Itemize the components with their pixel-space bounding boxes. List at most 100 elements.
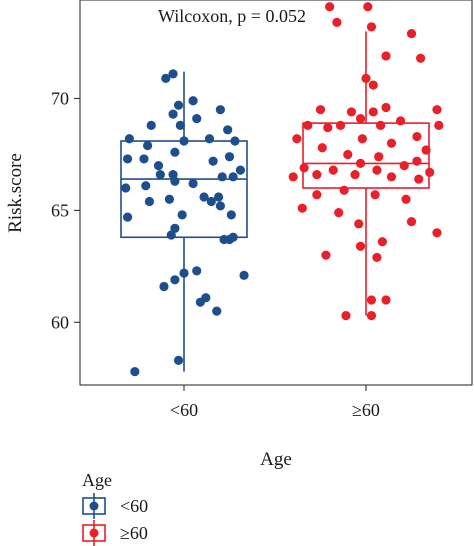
data-point xyxy=(432,105,442,115)
data-point xyxy=(386,172,397,182)
data-point xyxy=(213,192,224,202)
data-point xyxy=(354,219,364,229)
data-point xyxy=(164,194,175,204)
data-point xyxy=(226,210,236,220)
data-point xyxy=(292,134,302,144)
data-point xyxy=(146,120,156,130)
data-point xyxy=(212,306,222,316)
data-point xyxy=(381,102,391,113)
data-point xyxy=(368,80,378,90)
data-point xyxy=(432,228,442,238)
data-point xyxy=(170,223,180,233)
data-point xyxy=(416,53,426,63)
data-point xyxy=(312,169,322,180)
y-tick-label: 70 xyxy=(51,88,69,108)
data-point xyxy=(399,161,409,171)
data-point xyxy=(121,183,131,193)
data-point xyxy=(175,120,185,130)
data-point xyxy=(339,185,349,195)
data-point xyxy=(217,172,227,182)
x-tick-label: <60 xyxy=(170,400,198,420)
data-point xyxy=(375,120,386,130)
data-point xyxy=(141,181,151,191)
data-point xyxy=(395,116,406,126)
data-point xyxy=(299,163,309,173)
data-point xyxy=(170,176,180,186)
data-point xyxy=(370,190,380,200)
data-point xyxy=(206,196,216,207)
data-point xyxy=(192,114,202,124)
legend-item-under-60: <60 xyxy=(80,493,260,519)
data-point xyxy=(173,100,184,110)
data-point xyxy=(144,196,155,207)
data-point xyxy=(328,165,338,175)
data-point xyxy=(170,147,180,157)
data-point xyxy=(204,134,215,144)
data-point xyxy=(357,134,367,144)
legend-label-under-60: <60 xyxy=(120,496,149,516)
x-axis-title: Age xyxy=(260,449,292,470)
data-point xyxy=(346,107,357,117)
wilcoxon-annotation: Wilcoxon, p = 0.052 xyxy=(158,6,306,26)
data-point xyxy=(361,73,371,83)
data-point xyxy=(406,28,417,39)
data-point xyxy=(168,69,178,79)
y-axis: 60 65 70 xyxy=(51,88,80,332)
data-point xyxy=(377,237,387,247)
data-point xyxy=(122,212,133,222)
legend-key-under-60 xyxy=(82,493,106,519)
data-point xyxy=(425,167,435,177)
data-point xyxy=(130,366,140,377)
data-point xyxy=(412,131,422,142)
data-point xyxy=(434,120,444,130)
data-point xyxy=(139,154,149,164)
data-point xyxy=(381,51,391,61)
data-point xyxy=(192,266,202,276)
data-point xyxy=(401,194,411,204)
data-point xyxy=(406,216,417,227)
data-point xyxy=(122,154,133,164)
data-point xyxy=(350,169,360,180)
data-point xyxy=(355,114,366,124)
data-point xyxy=(334,208,344,218)
data-point xyxy=(177,210,187,220)
data-point xyxy=(228,172,238,182)
data-point xyxy=(323,122,333,133)
data-point xyxy=(381,295,391,305)
data-point xyxy=(223,125,233,135)
data-point xyxy=(366,22,377,32)
data-point xyxy=(343,149,353,160)
data-point xyxy=(374,152,384,162)
data-point xyxy=(188,96,198,106)
data-point xyxy=(124,134,134,144)
data-point xyxy=(317,143,327,153)
legend-key-60-plus xyxy=(82,520,106,546)
data-point xyxy=(312,190,322,200)
data-point xyxy=(173,355,184,365)
data-point xyxy=(166,230,176,240)
data-point xyxy=(315,105,326,115)
data-point xyxy=(208,156,218,166)
data-point xyxy=(421,145,431,155)
legend-title: Age xyxy=(82,470,112,490)
data-point xyxy=(224,152,235,162)
data-point xyxy=(170,275,180,285)
data-point xyxy=(412,156,422,166)
boxplot-chart: 60 65 70 <60 ≥60 Wilcoxon, p = 0.052 Age Ri… xyxy=(5,0,473,470)
data-point xyxy=(159,281,169,292)
x-axis: <60 ≥60 xyxy=(170,385,380,420)
data-point xyxy=(143,140,153,151)
data-point xyxy=(363,2,373,12)
legend: Age <60 ≥60 xyxy=(80,470,280,546)
data-point xyxy=(372,252,382,263)
data-point xyxy=(188,178,198,189)
data-point xyxy=(179,268,189,278)
data-point xyxy=(168,109,178,119)
data-point xyxy=(332,17,342,27)
data-point xyxy=(366,311,377,321)
data-point xyxy=(239,270,249,280)
data-point xyxy=(195,297,205,307)
data-point xyxy=(368,107,378,117)
data-point xyxy=(335,120,346,130)
